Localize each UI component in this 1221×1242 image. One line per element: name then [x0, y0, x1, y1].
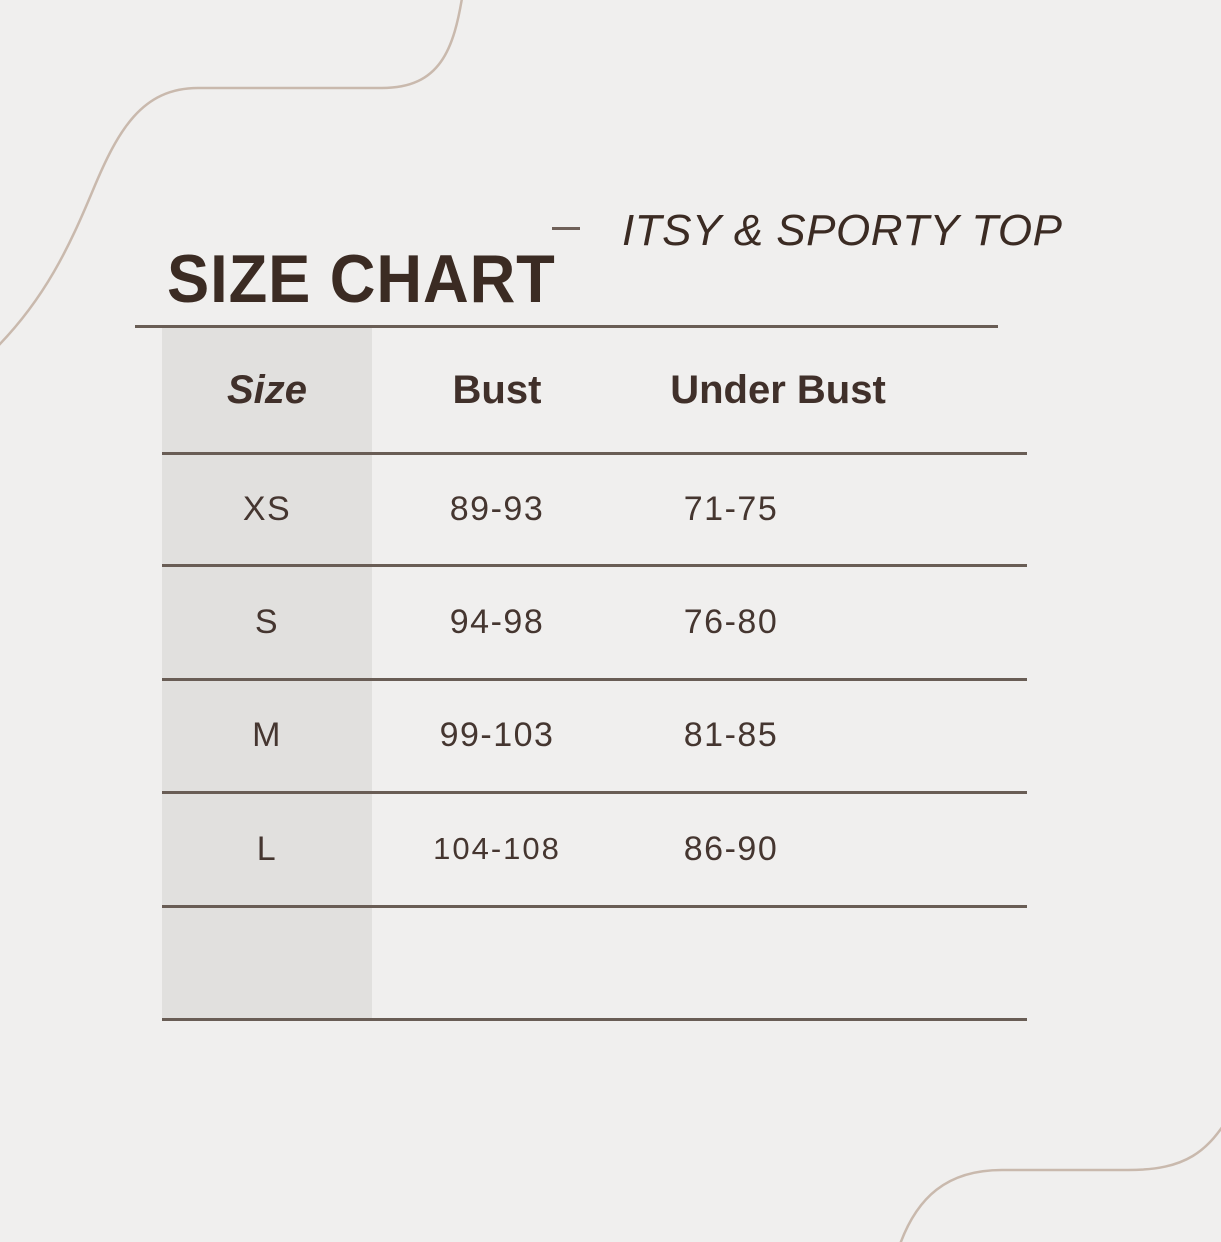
under-bust-cell: 71-75 [683, 489, 779, 528]
table-line-row-l-bottom [162, 905, 1027, 908]
column-header-bust: Bust [452, 367, 542, 412]
table-line-bottom [162, 1018, 1027, 1021]
size-cell: M [252, 716, 282, 754]
product-name: ITSY & SPORTY TOP [622, 206, 1063, 255]
under-bust-cell: 76-80 [683, 602, 779, 641]
bust-cell: 99-103 [439, 716, 555, 754]
table-line-row-m-bottom [162, 791, 1027, 794]
table-header-row: Size Bust Under Bust [0, 327, 1221, 453]
bust-cell: 94-98 [449, 602, 545, 641]
table-line-header-bottom [162, 452, 1027, 455]
bottom-right-curve [899, 1126, 1221, 1242]
under-bust-cell: 81-85 [683, 716, 779, 754]
table-line-top [135, 325, 998, 328]
column-header-size: Size [226, 367, 308, 412]
table-row-m: M 99-103 81-85 [0, 679, 1221, 792]
under-bust-cell: 86-90 [683, 829, 779, 868]
table-line-row-xs-bottom [162, 564, 1027, 567]
page-title: SIZE CHART [167, 240, 556, 317]
table-row-empty [0, 906, 1221, 1018]
column-header-under-bust: Under Bust [670, 367, 886, 412]
size-cell: L [256, 829, 278, 868]
size-cell: XS [242, 489, 292, 528]
size-cell: S [254, 602, 280, 641]
title-dash [552, 227, 580, 230]
bust-cell: 89-93 [449, 489, 545, 528]
table-row-l: L 104-108 86-90 [0, 792, 1221, 906]
table-row-s: S 94-98 76-80 [0, 565, 1221, 679]
bust-cell: 104-108 [433, 831, 561, 866]
table-row-xs: XS 89-93 71-75 [0, 453, 1221, 565]
table-line-row-s-bottom [162, 678, 1027, 681]
